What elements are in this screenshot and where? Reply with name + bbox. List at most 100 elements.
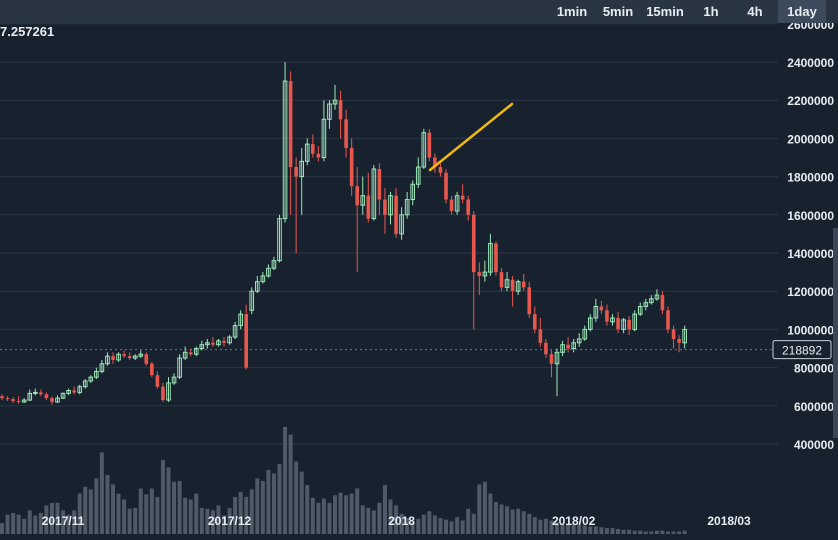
candle	[94, 367, 99, 380]
candle	[338, 90, 343, 139]
candle-body	[682, 328, 687, 344]
candle	[5, 396, 10, 402]
volume-bar	[216, 505, 221, 534]
candle	[605, 304, 609, 326]
candle-body	[166, 382, 171, 401]
candle-body	[605, 310, 609, 322]
volume-bar	[205, 508, 210, 534]
candle	[549, 350, 554, 378]
candle-body	[105, 355, 110, 365]
candle	[238, 310, 243, 330]
candle	[227, 335, 232, 345]
timeframe-1day-button[interactable]: 1day	[778, 0, 826, 23]
candle	[438, 163, 443, 177]
volume-bars	[0, 427, 687, 534]
candle-body	[338, 100, 343, 120]
candle-body	[571, 342, 576, 349]
candle-body	[211, 342, 215, 345]
timeframe-toolbar: 1min 5min 15min 1h 4h 1day	[0, 0, 838, 23]
candle-body	[621, 319, 626, 330]
candle	[277, 214, 282, 263]
volume-bar	[227, 507, 232, 534]
volume-bar	[338, 492, 343, 534]
trendline-drawing[interactable]	[428, 102, 514, 172]
volume-bar	[94, 478, 99, 534]
volume-bar	[244, 496, 249, 534]
volume-bar	[138, 488, 143, 534]
volume-bar	[183, 497, 188, 534]
candle-body	[199, 344, 205, 349]
volume-bar	[294, 461, 299, 534]
candle-body	[60, 392, 66, 399]
volume-bar	[682, 530, 687, 534]
timeframe-15min-button[interactable]: 15min	[646, 4, 684, 19]
volume-bar	[360, 505, 365, 534]
x-tick-label: 2018/02	[552, 514, 596, 528]
candle	[621, 317, 626, 334]
volume-bar	[33, 515, 38, 534]
candle-body	[327, 103, 332, 120]
volume-bar	[105, 475, 110, 534]
volume-bar	[654, 530, 659, 534]
candle-body	[599, 306, 604, 311]
candle	[355, 167, 359, 273]
timeframe-5min-button[interactable]: 5min	[602, 4, 634, 19]
candle	[105, 352, 110, 366]
volume-bar	[455, 517, 460, 534]
volume-bar	[388, 499, 393, 534]
volume-bar	[449, 521, 454, 534]
candle	[82, 379, 88, 389]
candle	[616, 312, 620, 334]
candle-body	[155, 375, 160, 387]
candle-body	[560, 344, 565, 353]
timeframe-1min-button[interactable]: 1min	[556, 4, 588, 19]
volume-bar	[377, 502, 382, 534]
candle-body	[471, 214, 476, 273]
candle	[538, 317, 543, 347]
candle-body	[521, 281, 526, 288]
candle-body	[144, 354, 149, 364]
volume-bar	[610, 528, 615, 534]
volume-bar	[538, 519, 543, 534]
timeframe-4h-button[interactable]: 4h	[747, 4, 763, 19]
x-tick-label: 2017/12	[208, 514, 252, 528]
candle-body	[99, 363, 105, 372]
volume-bar	[66, 514, 71, 534]
volume-bar	[499, 504, 504, 534]
volume-bar	[299, 471, 304, 534]
candle	[271, 256, 277, 271]
candle	[244, 304, 248, 370]
candle	[72, 386, 76, 395]
volume-bar	[172, 481, 177, 534]
candle	[521, 274, 526, 292]
scrollbar-thumb[interactable]	[833, 228, 838, 438]
volume-bar	[271, 473, 276, 534]
volume-bar	[527, 513, 532, 534]
volume-bar	[77, 493, 82, 534]
volume-bar	[55, 502, 60, 534]
candle-body	[477, 272, 482, 276]
volume-bar	[49, 502, 54, 534]
volume-marker-box	[772, 340, 832, 360]
candle-body	[421, 132, 427, 168]
candle-body	[294, 167, 298, 177]
candle	[255, 275, 260, 294]
volume-bar	[582, 525, 587, 534]
candle-body	[344, 119, 348, 148]
candle-body	[454, 195, 460, 212]
candle-body	[72, 390, 76, 393]
candle	[666, 306, 670, 334]
candle-body	[355, 186, 359, 206]
candle	[643, 298, 649, 311]
volume-bar	[144, 494, 149, 534]
candle-body	[39, 392, 43, 395]
candle	[249, 287, 255, 315]
candle	[637, 302, 643, 317]
volume-bar	[677, 531, 682, 534]
candle	[649, 295, 654, 305]
timeframe-1h-button[interactable]: 1h	[703, 4, 719, 19]
candle-body	[677, 338, 681, 343]
volume-bar	[188, 499, 193, 534]
candle	[182, 346, 188, 360]
candle-body	[449, 199, 454, 211]
